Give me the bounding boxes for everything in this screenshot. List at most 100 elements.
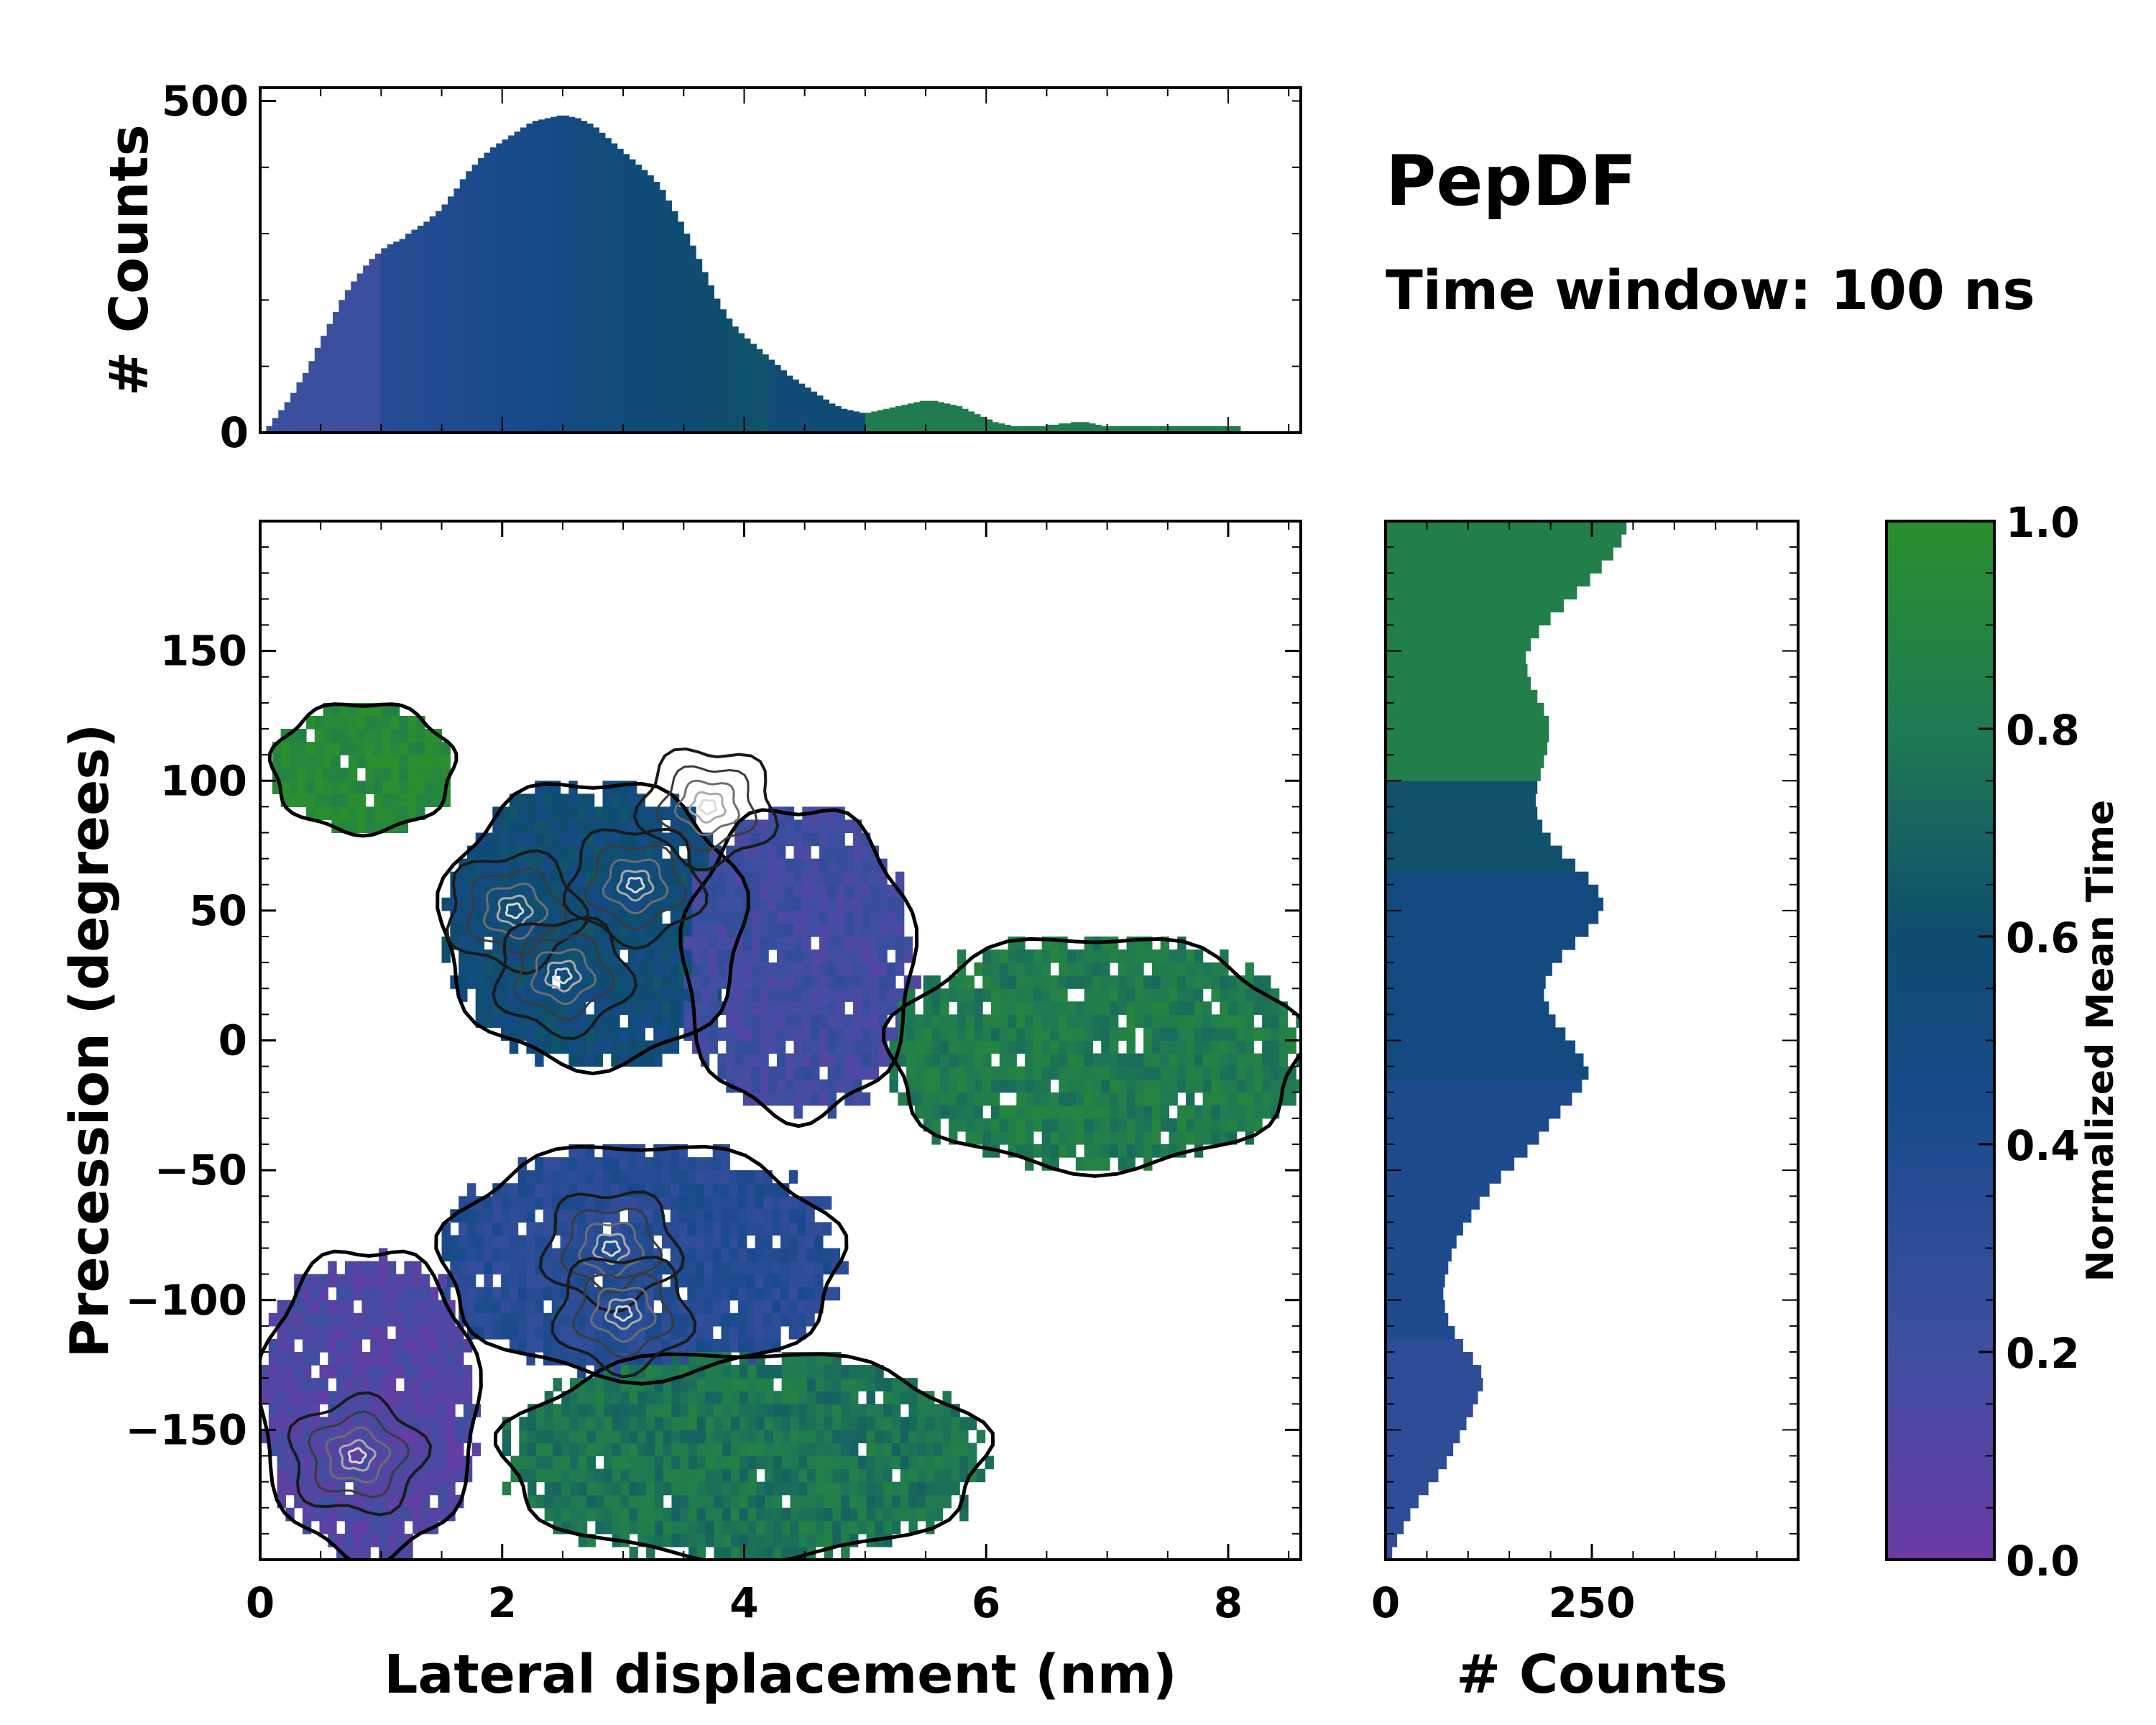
- heatmap-cell: [747, 1520, 757, 1535]
- heatmap-cell: [289, 781, 298, 794]
- heatmap-cell: [832, 1443, 842, 1457]
- heatmap-cell: [802, 1014, 811, 1029]
- heatmap-cell: [806, 1248, 815, 1262]
- heatmap-cell: [1109, 1014, 1119, 1029]
- heatmap-cell: [1016, 962, 1026, 976]
- heatmap-cell: [298, 781, 307, 794]
- top-histogram-bar: [841, 408, 848, 433]
- heatmap-cell: [1194, 1014, 1204, 1029]
- heatmap-cell: [721, 1300, 730, 1314]
- heatmap-cell: [827, 871, 837, 886]
- heatmap-cell: [420, 1300, 430, 1314]
- heatmap-cell: [990, 1040, 1000, 1054]
- heatmap-cell: [1160, 975, 1170, 989]
- heatmap-cell: [1253, 1079, 1263, 1093]
- top-histogram-bar: [1179, 426, 1187, 433]
- heatmap-cell: [671, 1533, 681, 1547]
- heatmap-cell: [870, 949, 879, 963]
- heatmap-cell: [763, 1261, 773, 1275]
- heatmap-cell: [811, 1014, 820, 1029]
- heatmap-cell: [866, 1455, 875, 1470]
- heatmap-cell: [535, 1417, 545, 1430]
- heatmap-cell: [717, 871, 727, 886]
- heatmap-cell: [751, 1001, 760, 1015]
- heatmap-cell: [517, 819, 528, 834]
- heatmap-cell: [1186, 1105, 1195, 1119]
- heatmap-cell: [756, 1507, 765, 1522]
- heatmap-cell: [900, 1455, 910, 1470]
- heatmap-cell: [561, 1455, 571, 1470]
- heatmap-cell: [942, 1468, 952, 1483]
- heatmap-cell: [387, 1455, 397, 1470]
- heatmap-cell: [788, 1209, 798, 1223]
- heatmap-cell: [361, 1312, 371, 1327]
- heatmap-cell: [883, 1520, 893, 1535]
- heatmap-cell: [742, 988, 752, 1002]
- heatmap-cell: [416, 794, 425, 807]
- heatmap-cell: [1151, 988, 1161, 1002]
- heatmap-cell: [722, 1378, 732, 1392]
- heatmap-cell: [781, 1533, 791, 1547]
- heatmap-cell: [611, 988, 620, 1002]
- heatmap-cell: [768, 845, 778, 860]
- heatmap-cell: [365, 755, 374, 768]
- heatmap-cell: [780, 1209, 790, 1223]
- heatmap-cell: [785, 937, 795, 950]
- heatmap-cell: [285, 1312, 295, 1327]
- top-histogram-bar: [1010, 426, 1017, 433]
- heatmap-cell: [1143, 1118, 1153, 1132]
- heatmap-cell: [544, 1481, 554, 1496]
- heatmap-cell: [931, 1001, 941, 1015]
- heatmap-cell: [780, 1287, 790, 1301]
- heatmap-cell: [1084, 1001, 1093, 1015]
- heatmap-cell: [857, 1507, 867, 1522]
- heatmap-cell: [305, 781, 315, 794]
- heatmap-cell: [942, 1481, 952, 1496]
- heatmap-cell: [751, 845, 760, 860]
- top-histogram-bar: [278, 410, 285, 433]
- heatmap-cell: [734, 1066, 744, 1080]
- heatmap-cell: [413, 1325, 422, 1340]
- heatmap-cell: [841, 1443, 850, 1457]
- heatmap-cell: [586, 1507, 596, 1522]
- heatmap-cell: [577, 794, 586, 807]
- heatmap-cell: [729, 1312, 739, 1327]
- heatmap-cell: [336, 1533, 346, 1547]
- heatmap-cell: [578, 1455, 588, 1470]
- heatmap-cell: [678, 988, 688, 1002]
- heatmap-cell: [853, 937, 862, 950]
- heatmap-cell: [594, 858, 604, 873]
- heatmap-cell: [560, 1300, 569, 1314]
- top-histogram-bar: [1119, 426, 1126, 433]
- heatmap-cell: [492, 1248, 502, 1262]
- heatmap-cell: [543, 910, 553, 924]
- heatmap-cell: [717, 923, 727, 937]
- heatmap-cell: [839, 1261, 849, 1275]
- heatmap-cell: [914, 1066, 924, 1080]
- heatmap-cell: [543, 1014, 553, 1029]
- heatmap-cell: [577, 1352, 586, 1366]
- heatmap-cell: [900, 1443, 910, 1457]
- heatmap-cell: [653, 1001, 663, 1015]
- heatmap-cell: [853, 962, 862, 976]
- heatmap-cell: [331, 715, 341, 730]
- heatmap-cell: [645, 1014, 654, 1029]
- heatmap-cell: [788, 1312, 798, 1327]
- heatmap-cell: [413, 1261, 422, 1275]
- heatmap-cell: [738, 1300, 747, 1314]
- heatmap-cell: [990, 1105, 1000, 1119]
- heatmap-cell: [1075, 1027, 1085, 1041]
- heatmap-cell: [1296, 1014, 1301, 1029]
- heatmap-cell: [1151, 1027, 1161, 1041]
- heatmap-cell: [1059, 1027, 1068, 1041]
- top-histogram-bar: [780, 370, 788, 433]
- heatmap-cell: [1101, 1105, 1110, 1119]
- heatmap-cell: [1194, 1040, 1204, 1054]
- heatmap-cell: [289, 755, 298, 768]
- heatmap-cell: [302, 1507, 312, 1522]
- heatmap-cell: [836, 884, 845, 898]
- heatmap-cell: [768, 1079, 778, 1093]
- heatmap-cell: [1270, 1079, 1280, 1093]
- heatmap-cell: [1084, 1040, 1093, 1054]
- heatmap-cell: [751, 910, 760, 924]
